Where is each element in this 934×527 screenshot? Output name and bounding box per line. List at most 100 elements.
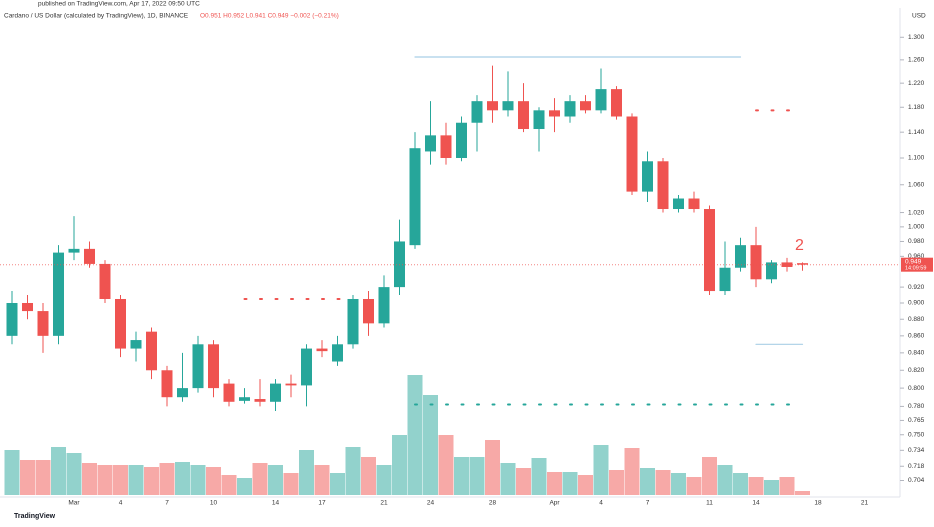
volume-bar <box>361 457 376 495</box>
y-tick-label: 1.000 <box>908 224 925 231</box>
candle-body <box>487 101 498 111</box>
y-tick-label: 1.060 <box>908 181 925 188</box>
candle-body <box>549 110 560 117</box>
candle-body <box>456 122 467 158</box>
volume-bar <box>423 395 438 495</box>
candle-body <box>502 101 514 111</box>
x-tick-label: 4 <box>119 500 123 507</box>
x-tick-label: 18 <box>814 500 822 507</box>
x-tick-label: 7 <box>646 500 650 507</box>
volume-bar <box>578 475 593 495</box>
x-tick-label: 11 <box>706 500 713 507</box>
candle-body <box>533 110 545 130</box>
volume-bar <box>82 463 97 495</box>
y-tick-label: 0.980 <box>908 238 925 245</box>
y-tick-label: 0.765 <box>908 417 925 424</box>
volume-bar <box>485 440 500 495</box>
y-tick-label: 1.220 <box>908 80 925 87</box>
candle-body <box>688 198 700 210</box>
candle-body <box>130 340 142 349</box>
volume-bar <box>609 470 624 495</box>
candle-body <box>642 161 653 192</box>
candle-body <box>347 298 359 345</box>
volume-bar <box>97 465 113 495</box>
volume-bar <box>438 435 454 495</box>
candle-body <box>22 302 33 312</box>
brand: TradingView <box>14 513 56 520</box>
volume-bar <box>190 465 206 495</box>
volume-bar <box>764 480 779 495</box>
y-tick-label: 0.920 <box>908 284 925 291</box>
x-tick-label: Apr <box>549 500 560 507</box>
candle-body <box>518 101 529 130</box>
volume-bar <box>516 468 531 495</box>
candle-body <box>37 311 49 336</box>
price-label: 0.949 <box>905 258 922 265</box>
candle-body <box>254 399 266 402</box>
x-tick-label: 14 <box>272 500 280 507</box>
volume-bar <box>655 470 671 495</box>
volume-bar <box>702 457 717 495</box>
currency: USD <box>912 13 926 20</box>
volume-bar <box>717 465 733 495</box>
volume-bar <box>175 462 190 495</box>
volume-bar <box>407 375 423 495</box>
y-tick-label: 0.840 <box>908 350 925 357</box>
annotation: 2 <box>795 237 804 254</box>
candle-body <box>301 348 312 386</box>
publisher: published on TradingView.com, Apr 17, 20… <box>38 1 200 8</box>
volume-bar <box>66 453 82 495</box>
y-tick-label: 0.704 <box>908 477 925 484</box>
x-tick-label: 7 <box>165 500 169 507</box>
x-tick-label: 17 <box>318 500 326 507</box>
volume-bar <box>779 477 795 495</box>
volume-bar <box>795 491 810 495</box>
y-tick-label: 1.300 <box>908 34 925 41</box>
volume-bar <box>640 468 655 495</box>
volume-bar <box>113 465 128 495</box>
candle-body <box>239 397 250 401</box>
volume-bar <box>314 465 330 495</box>
candle-body <box>704 209 715 292</box>
candle-body <box>657 161 669 210</box>
volume-bar <box>330 473 345 495</box>
candle-body <box>53 252 64 336</box>
y-tick-label: 0.960 <box>908 253 925 260</box>
volume-bar <box>144 467 159 495</box>
volume-bar <box>500 463 516 495</box>
y-tick-label: 0.860 <box>908 333 925 340</box>
candle-body <box>68 248 80 253</box>
volume-bar <box>469 457 485 495</box>
y-tick-label: 1.100 <box>908 155 925 162</box>
volume-bar <box>345 447 361 495</box>
y-tick-label: 1.180 <box>908 104 925 111</box>
volume-bar <box>283 473 299 495</box>
y-tick-label: 0.718 <box>908 463 925 470</box>
countdown: 14:09:59 <box>905 266 926 272</box>
candle-body <box>99 263 111 299</box>
volume-bar <box>531 458 547 495</box>
candle-body <box>611 89 622 117</box>
candle-body <box>115 298 126 349</box>
volume-bar <box>252 463 268 495</box>
candle-body <box>177 388 188 398</box>
candle-body <box>797 263 808 265</box>
candle-body <box>425 135 436 152</box>
y-tick-label: 0.880 <box>908 316 925 323</box>
volume-bar <box>268 465 283 495</box>
x-tick-label: 21 <box>380 500 388 507</box>
volume-bar <box>392 435 407 495</box>
volume-bar <box>159 463 175 495</box>
candle-body <box>564 101 576 117</box>
candle-body <box>285 383 297 386</box>
volume-bar <box>4 450 20 495</box>
candle-body <box>595 89 607 111</box>
candle-body <box>84 248 95 264</box>
candle-body <box>316 348 328 352</box>
y-tick-label: 0.750 <box>908 431 925 438</box>
candle-body <box>471 101 483 123</box>
volume-bar <box>733 473 748 495</box>
